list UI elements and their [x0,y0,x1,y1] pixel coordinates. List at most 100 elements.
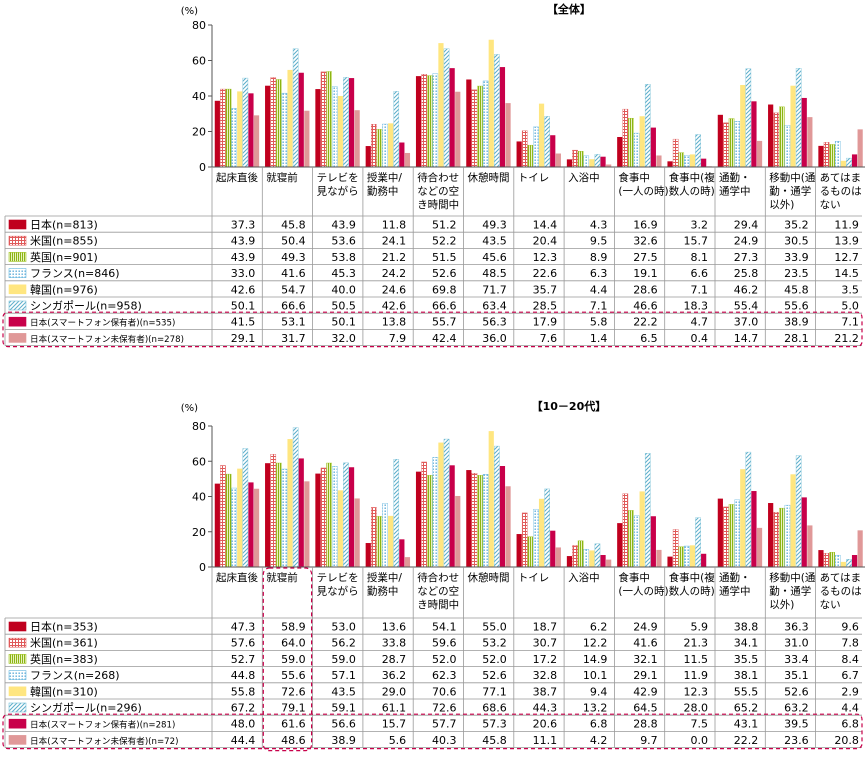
data-value: 36.2 [382,669,407,682]
bar [807,117,813,167]
bar [756,527,763,567]
bar [426,75,433,168]
data-value: 0.4 [691,332,709,345]
bar [365,146,371,167]
data-value: 55.7 [432,316,457,329]
category-label: 移動中(通勤・通学以外) [769,171,816,211]
bar [656,155,662,167]
data-value: 51.2 [432,219,457,232]
data-value: 43.5 [482,235,507,248]
data-value: 32.0 [331,332,356,345]
series-name: フランス(n=846) [30,267,120,280]
y-tick-label: 60 [192,455,206,468]
data-value: 41.6 [281,267,306,280]
data-value: 55.0 [482,621,507,634]
legend-swatch [8,686,27,697]
data-value: 64.0 [281,637,306,650]
bar [717,114,723,167]
bar [745,451,752,568]
legend-swatch [8,702,27,713]
data-value: 24.2 [382,267,407,280]
data-value: 13.2 [583,702,608,715]
bar [527,144,534,168]
data-value: 29.1 [231,332,256,345]
data-value: 36.3 [784,621,809,634]
bar [617,137,623,167]
bar [672,529,679,568]
bar [298,72,304,167]
category-label: 入浴中 [568,171,600,184]
data-value: 68.6 [482,702,507,715]
data-value: 56.3 [482,316,507,329]
bar [521,512,528,568]
data-value: 45.6 [482,251,507,264]
data-value: 45.8 [784,283,809,296]
y-tick-label: 0 [199,561,206,574]
data-value: 7.1 [841,316,859,329]
bar [572,149,578,168]
bar [455,495,461,567]
data-value: 53.2 [482,637,507,650]
bar [331,86,338,168]
bar [365,543,371,567]
bar [745,68,752,168]
data-value: 8.1 [691,251,709,264]
data-value: 4.2 [590,734,608,747]
data-value: 17.9 [533,316,558,329]
data-value: 28.8 [633,718,658,731]
bar [438,442,444,567]
bar [253,115,260,167]
bar [237,468,243,567]
category-label: 就寝前 [266,571,298,584]
data-value: 49.3 [482,219,507,232]
data-value: 32.6 [633,235,658,248]
bar [270,77,277,168]
bar [678,546,685,568]
bar [829,144,835,168]
series-name: 日本(スマートフォン保有者)(n=281) [30,719,175,731]
bar [214,483,220,567]
bar [538,498,545,567]
bar [734,499,740,568]
category-label: あてはまるものはない [820,172,862,211]
bar [795,68,802,168]
series-name: シンガポール(n=296) [30,702,142,715]
data-value: 29.4 [734,219,759,232]
bar [521,130,528,168]
category-label: 起床直後 [216,171,258,184]
data-value: 59.1 [331,702,356,715]
data-value: 22.2 [734,734,759,747]
series-name: 日本(n=353) [30,620,98,634]
bar [320,71,327,168]
category-label: トイレ [518,172,550,184]
bar [505,103,511,167]
bar [779,106,785,168]
category-label: 授業中/勤務中 [367,171,402,198]
bar [449,465,455,567]
bar [421,74,427,168]
data-value: 29.0 [382,685,407,698]
data-value: 6.2 [590,621,608,634]
data-value: 22.2 [633,316,658,329]
bar [404,152,411,167]
bar [292,48,299,168]
data-value: 28.1 [784,332,809,345]
legend-swatch [8,654,27,664]
data-value: 55.4 [734,300,759,313]
data-value: 72.6 [281,685,306,698]
data-value: 11.9 [684,669,709,682]
bar [840,561,846,567]
data-value: 65.2 [734,702,759,715]
series-name: 英国(n=383) [30,652,98,666]
bar [248,93,254,167]
chart-title: 【10－20代】 [532,399,607,413]
data-value: 33.4 [784,653,809,666]
data-value: 46.6 [633,300,658,313]
bar [606,559,612,567]
data-value: 37.0 [734,316,759,329]
data-value: 6.6 [691,267,709,280]
bar [371,507,377,568]
data-value: 53.0 [331,621,356,634]
bar [723,506,729,568]
bar [320,467,327,568]
